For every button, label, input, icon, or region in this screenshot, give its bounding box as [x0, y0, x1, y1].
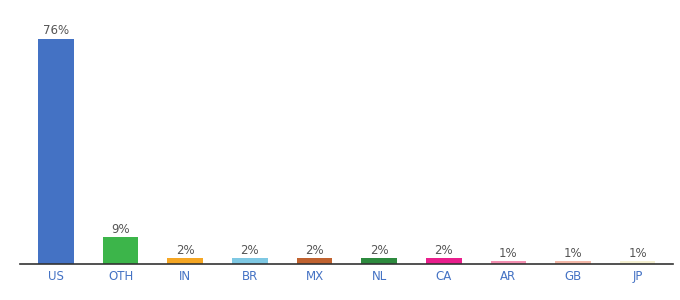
Text: 2%: 2%: [241, 244, 259, 256]
Text: 2%: 2%: [370, 244, 388, 256]
Bar: [296, 258, 333, 264]
Bar: [38, 39, 73, 264]
Bar: [620, 261, 656, 264]
Bar: [103, 237, 138, 264]
Bar: [361, 258, 397, 264]
Bar: [167, 258, 203, 264]
Text: 1%: 1%: [499, 247, 517, 260]
Text: 9%: 9%: [112, 223, 130, 236]
Text: 1%: 1%: [564, 247, 582, 260]
Text: 2%: 2%: [305, 244, 324, 256]
Text: 2%: 2%: [435, 244, 453, 256]
Text: 76%: 76%: [43, 24, 69, 37]
Bar: [426, 258, 462, 264]
Bar: [490, 261, 526, 264]
Text: 1%: 1%: [628, 247, 647, 260]
Bar: [556, 261, 591, 264]
Text: 2%: 2%: [176, 244, 194, 256]
Bar: [232, 258, 268, 264]
